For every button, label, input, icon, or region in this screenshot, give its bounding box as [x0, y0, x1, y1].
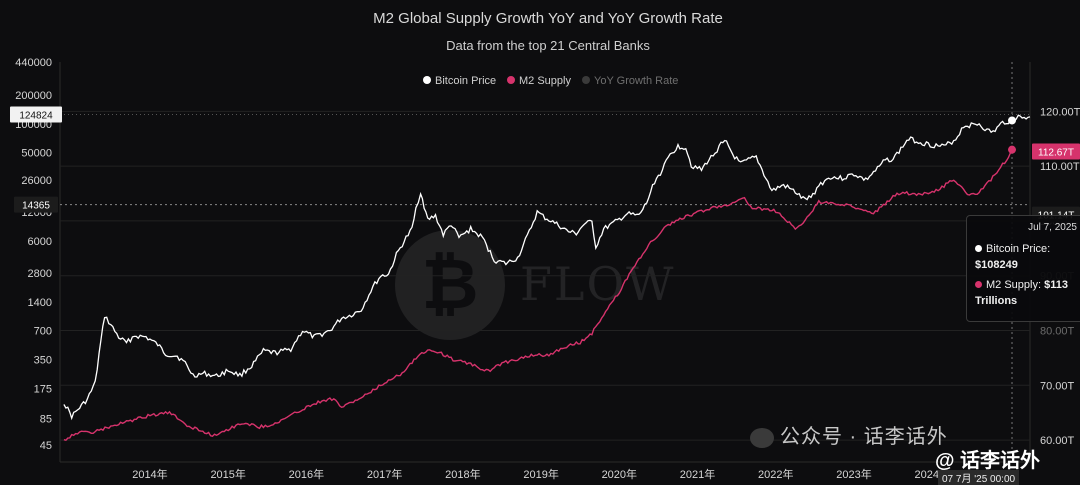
left-tick-label: 700: [34, 326, 52, 338]
legend-bitcoin-price[interactable]: Bitcoin Price: [435, 75, 496, 87]
left-tick-label: 6000: [28, 236, 52, 248]
x-tick-label: 2020年: [602, 467, 637, 481]
left-tick-label: 200000: [15, 90, 52, 102]
svg-text:FLOW: FLOW: [520, 257, 675, 311]
right-tick-label: 120.00T: [1040, 106, 1080, 118]
x-tick-label: 2016年: [289, 467, 324, 481]
btc-current-value-box: [10, 106, 62, 123]
series-group: [63, 114, 1031, 441]
x-tick-label: 2022年: [758, 467, 793, 481]
btc-hline-value-box: [14, 196, 58, 213]
wechat-watermark: 公众号 · 话李话外: [750, 420, 948, 449]
crosshair-date-label: 07 7月 '25 00:00: [938, 470, 1020, 485]
x-tick-label: 2018年: [445, 467, 480, 481]
tooltip-btc-value: $108249: [975, 259, 1018, 271]
legend-dot-yoy: [582, 76, 590, 84]
counterflow-watermark: ₿ FLOW: [395, 230, 675, 340]
m2-supply-line: [63, 151, 1013, 441]
left-tick-label: 26000: [21, 175, 52, 187]
reference-lines: [60, 114, 1030, 206]
x-tick-label: 2015年: [210, 467, 245, 481]
crosshair-tooltip: Jul 7, 2025 Bitcoin Price: $108249 M2 Su…: [966, 215, 1080, 322]
right-tick-label: 80.00T: [1040, 325, 1075, 337]
tooltip-date: Jul 7, 2025: [1028, 222, 1077, 233]
left-axis: 4585175350700140028006000120002600050000…: [15, 57, 52, 452]
left-tick-label: 440000: [15, 57, 52, 69]
legend-yoy-growth-rate[interactable]: YoY Growth Rate: [594, 75, 678, 87]
tooltip-m2-row: M2 Supply: $113 Trillions: [975, 277, 1077, 309]
tooltip-btc-row: Bitcoin Price: $108249: [975, 241, 1077, 273]
left-tick-label: 2800: [28, 268, 52, 280]
legend-m2-supply[interactable]: M2 Supply: [519, 75, 571, 87]
legend-dot-m2: [507, 76, 515, 84]
x-axis: 2014年 2015年 2016年 2017年 2018年 2019年 2020年 2021年…: [132, 467, 950, 481]
tooltip-m2-unit: Trillions: [975, 295, 1018, 307]
left-tick-label: 175: [34, 383, 52, 395]
x-tick-label: 2021年: [680, 467, 715, 481]
left-tick-label: 85: [40, 414, 52, 426]
right-tick-label: 110.00T: [1040, 161, 1080, 173]
weibo-watermark: @ 话李话外: [935, 450, 1041, 472]
gridlines: [59, 62, 1031, 463]
x-tick-label: 2019年: [523, 467, 558, 481]
bitcoin-price-line: [63, 114, 1031, 421]
m2-crosshair-dot: [1008, 145, 1017, 154]
left-tick-label: 45: [40, 440, 52, 452]
m2-current-value-box: [1032, 143, 1080, 160]
tooltip-m2-label: M2 Supply:: [986, 279, 1042, 291]
svg-text:₿: ₿: [421, 243, 478, 325]
tooltip-m2-dot: [975, 281, 982, 288]
legend[interactable]: Bitcoin Price M2 Supply YoY Growth Rate: [423, 75, 678, 87]
left-tick-label: 1400: [28, 297, 52, 309]
chart-title: M2 Global Supply Growth YoY and YoY Grow…: [373, 10, 723, 27]
tooltip-btc-dot: [975, 245, 982, 252]
x-tick-label: 2023年: [836, 467, 871, 481]
left-tick-label: 350: [34, 355, 52, 367]
btc-current-value-label: 124824: [19, 111, 53, 122]
chart-subtitle: Data from the top 21 Central Banks: [446, 38, 650, 53]
m2-current-value-label: 112.67T: [1038, 147, 1074, 158]
left-tick-label: 50000: [21, 148, 52, 160]
btc-crosshair-dot: [1008, 116, 1017, 125]
tooltip-m2-value: $113: [1044, 279, 1068, 291]
wechat-logo-icon: [750, 427, 774, 448]
wechat-watermark-text: 公众号 · 话李话外: [780, 426, 948, 448]
btc-hline-value-label: 14365: [22, 201, 50, 212]
legend-dot-bitcoin: [423, 76, 431, 84]
right-tick-label: 60.00T: [1040, 435, 1075, 447]
right-tick-label: 70.00T: [1040, 380, 1075, 392]
x-tick-label: 2017年: [367, 467, 402, 481]
tooltip-btc-label: Bitcoin Price:: [986, 243, 1051, 255]
x-tick-label: 2014年: [132, 467, 167, 481]
